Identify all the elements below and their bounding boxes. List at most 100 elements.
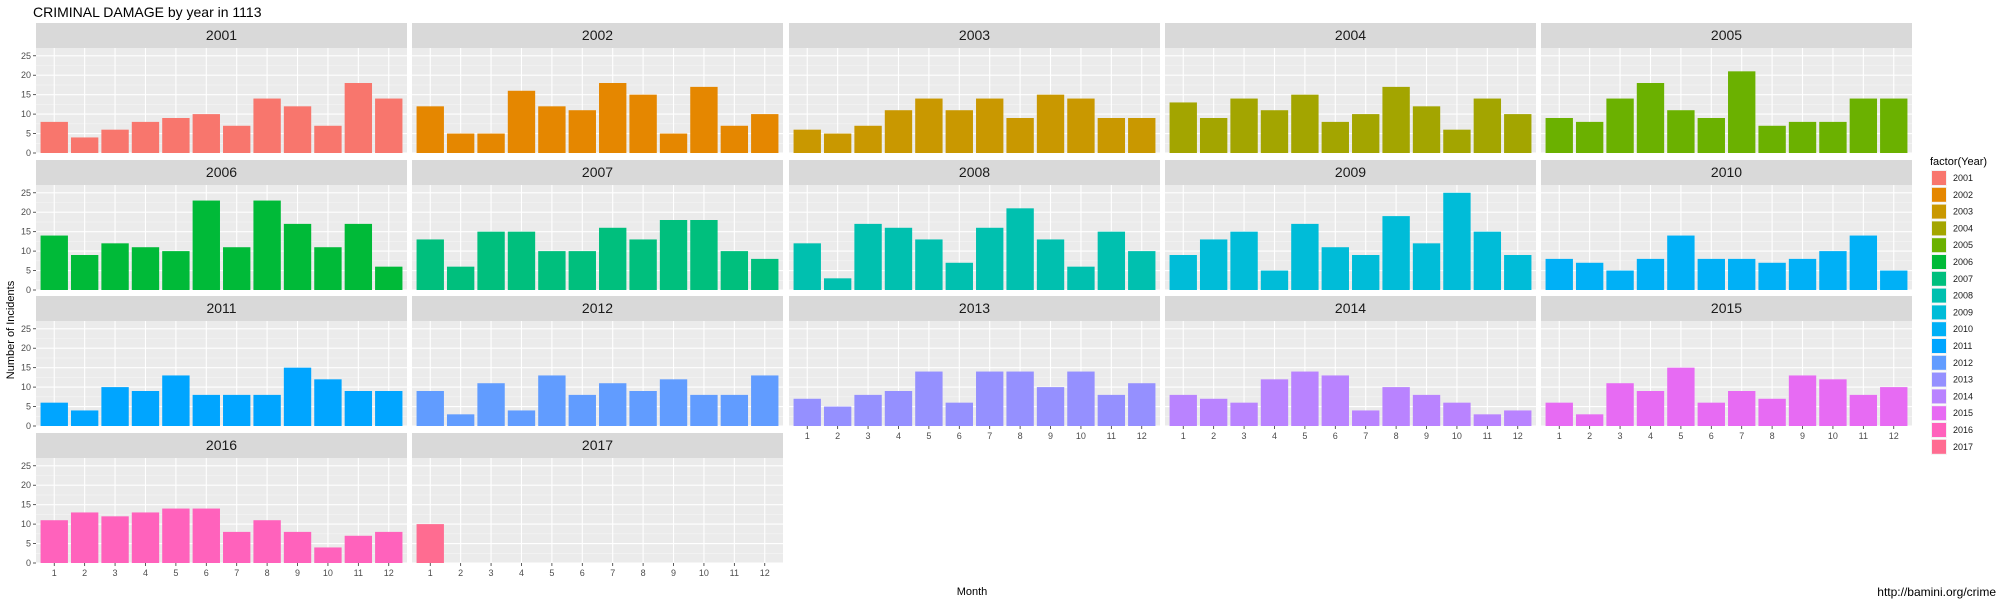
facet-strip-label: 2010	[1711, 164, 1742, 180]
bar-2016-7	[223, 531, 251, 563]
bar-2009-11	[1473, 231, 1502, 290]
y-tick-label: 10	[21, 109, 31, 119]
bar-2012-11	[720, 394, 749, 426]
bar-2001-2	[70, 137, 99, 153]
y-tick-label: 15	[21, 363, 31, 373]
x-tick-label: 12	[1889, 431, 1899, 441]
bar-2004-5	[1291, 94, 1319, 153]
bar-2008-6	[945, 262, 973, 290]
x-tick-label: 5	[1678, 431, 1683, 441]
bar-2013-3	[854, 394, 882, 426]
bar-2001-3	[101, 129, 129, 153]
x-tick-label: 11	[354, 568, 363, 578]
bar-2004-2	[1199, 118, 1228, 153]
bar-2006-3	[101, 243, 129, 290]
bar-2003-9	[1036, 94, 1065, 153]
bar-2008-7	[976, 227, 1004, 290]
facet-strip-label: 2002	[582, 27, 613, 43]
bar-2014-3	[1230, 402, 1258, 426]
bar-2016-4	[131, 512, 160, 563]
x-tick-label: 9	[295, 568, 300, 578]
bar-2009-1	[1169, 255, 1197, 290]
bar-2015-12	[1880, 387, 1908, 426]
bar-2007-6	[568, 251, 596, 290]
bar-2002-11	[720, 125, 749, 153]
legend-label: 2005	[1953, 240, 1973, 250]
x-axis-label: Month	[957, 586, 988, 598]
bar-2005-8	[1758, 125, 1786, 153]
bar-2013-6	[945, 402, 973, 426]
legend-swatch	[1932, 406, 1946, 421]
bar-2016-6	[192, 508, 220, 563]
bar-2002-6	[568, 110, 596, 153]
bar-2007-12	[751, 258, 779, 290]
facet-panel-2012: 2012	[412, 296, 783, 427]
x-tick-label: 11	[1859, 431, 1868, 441]
bar-2007-7	[599, 227, 627, 290]
bar-2015-9	[1788, 375, 1817, 426]
bar-2004-7	[1352, 114, 1380, 153]
y-tick-label: 25	[21, 188, 31, 198]
x-tick-label: 2	[1587, 431, 1592, 441]
y-tick-label: 15	[21, 227, 31, 237]
bar-2016-3	[101, 516, 129, 563]
bar-2008-3	[854, 223, 882, 290]
bar-2005-2	[1575, 121, 1604, 153]
legend-label: 2015	[1953, 408, 1973, 418]
facet-panel-2010: 2010	[1541, 160, 1912, 291]
x-tick-label: 9	[671, 568, 676, 578]
bar-2001-10	[314, 125, 342, 153]
x-tick-label: 6	[204, 568, 209, 578]
x-tick-label: 4	[896, 431, 901, 441]
bar-2002-2	[446, 133, 475, 153]
x-tick-label: 10	[1076, 431, 1086, 441]
bar-2005-6	[1697, 118, 1725, 153]
bar-2009-12	[1504, 255, 1532, 290]
facet-strip	[36, 160, 407, 185]
bar-2009-10	[1443, 192, 1471, 290]
facet-strip-label: 2012	[582, 300, 613, 316]
bar-2014-4	[1260, 379, 1289, 426]
x-tick-label: 12	[1137, 431, 1147, 441]
x-tick-label: 9	[1048, 431, 1053, 441]
x-tick-label: 9	[1800, 431, 1805, 441]
bar-2011-6	[192, 394, 220, 426]
legend-swatch	[1932, 322, 1946, 337]
bar-2003-3	[854, 125, 882, 153]
bar-2003-2	[823, 133, 852, 153]
bar-2006-1	[40, 235, 68, 290]
bar-2003-7	[976, 98, 1004, 153]
x-tick-label: 11	[730, 568, 739, 578]
facet-strip	[1541, 296, 1912, 321]
bar-2005-10	[1819, 121, 1847, 153]
bar-2009-6	[1321, 247, 1349, 290]
bar-2004-1	[1169, 102, 1197, 153]
facet-strip	[36, 296, 407, 321]
x-tick-label: 1	[805, 431, 810, 441]
y-tick-label: 10	[21, 519, 31, 529]
bar-2009-7	[1352, 255, 1380, 290]
bar-2011-1	[40, 402, 68, 426]
facet-panel-2008: 2008	[789, 160, 1160, 291]
x-tick-label: 11	[1107, 431, 1116, 441]
bar-2013-9	[1036, 387, 1065, 426]
x-tick-label: 6	[957, 431, 962, 441]
facet-strip	[789, 160, 1160, 185]
legend: factor(Year) 2001 2002 2003 2004 2005 2006 200…	[1930, 156, 1987, 455]
bar-2003-8	[1006, 118, 1034, 153]
legend-label: 2014	[1953, 391, 1973, 401]
legend-label: 2001	[1953, 173, 1973, 183]
y-tick-label: 5	[26, 402, 31, 412]
facet-strip-label: 2016	[206, 437, 237, 453]
bar-2001-9	[283, 106, 312, 153]
y-tick-label: 0	[26, 285, 31, 295]
bar-2016-8	[253, 520, 281, 563]
bar-2004-6	[1321, 121, 1349, 153]
bar-2013-10	[1067, 371, 1095, 426]
legend-swatch	[1932, 423, 1946, 437]
bar-2003-10	[1067, 98, 1095, 153]
